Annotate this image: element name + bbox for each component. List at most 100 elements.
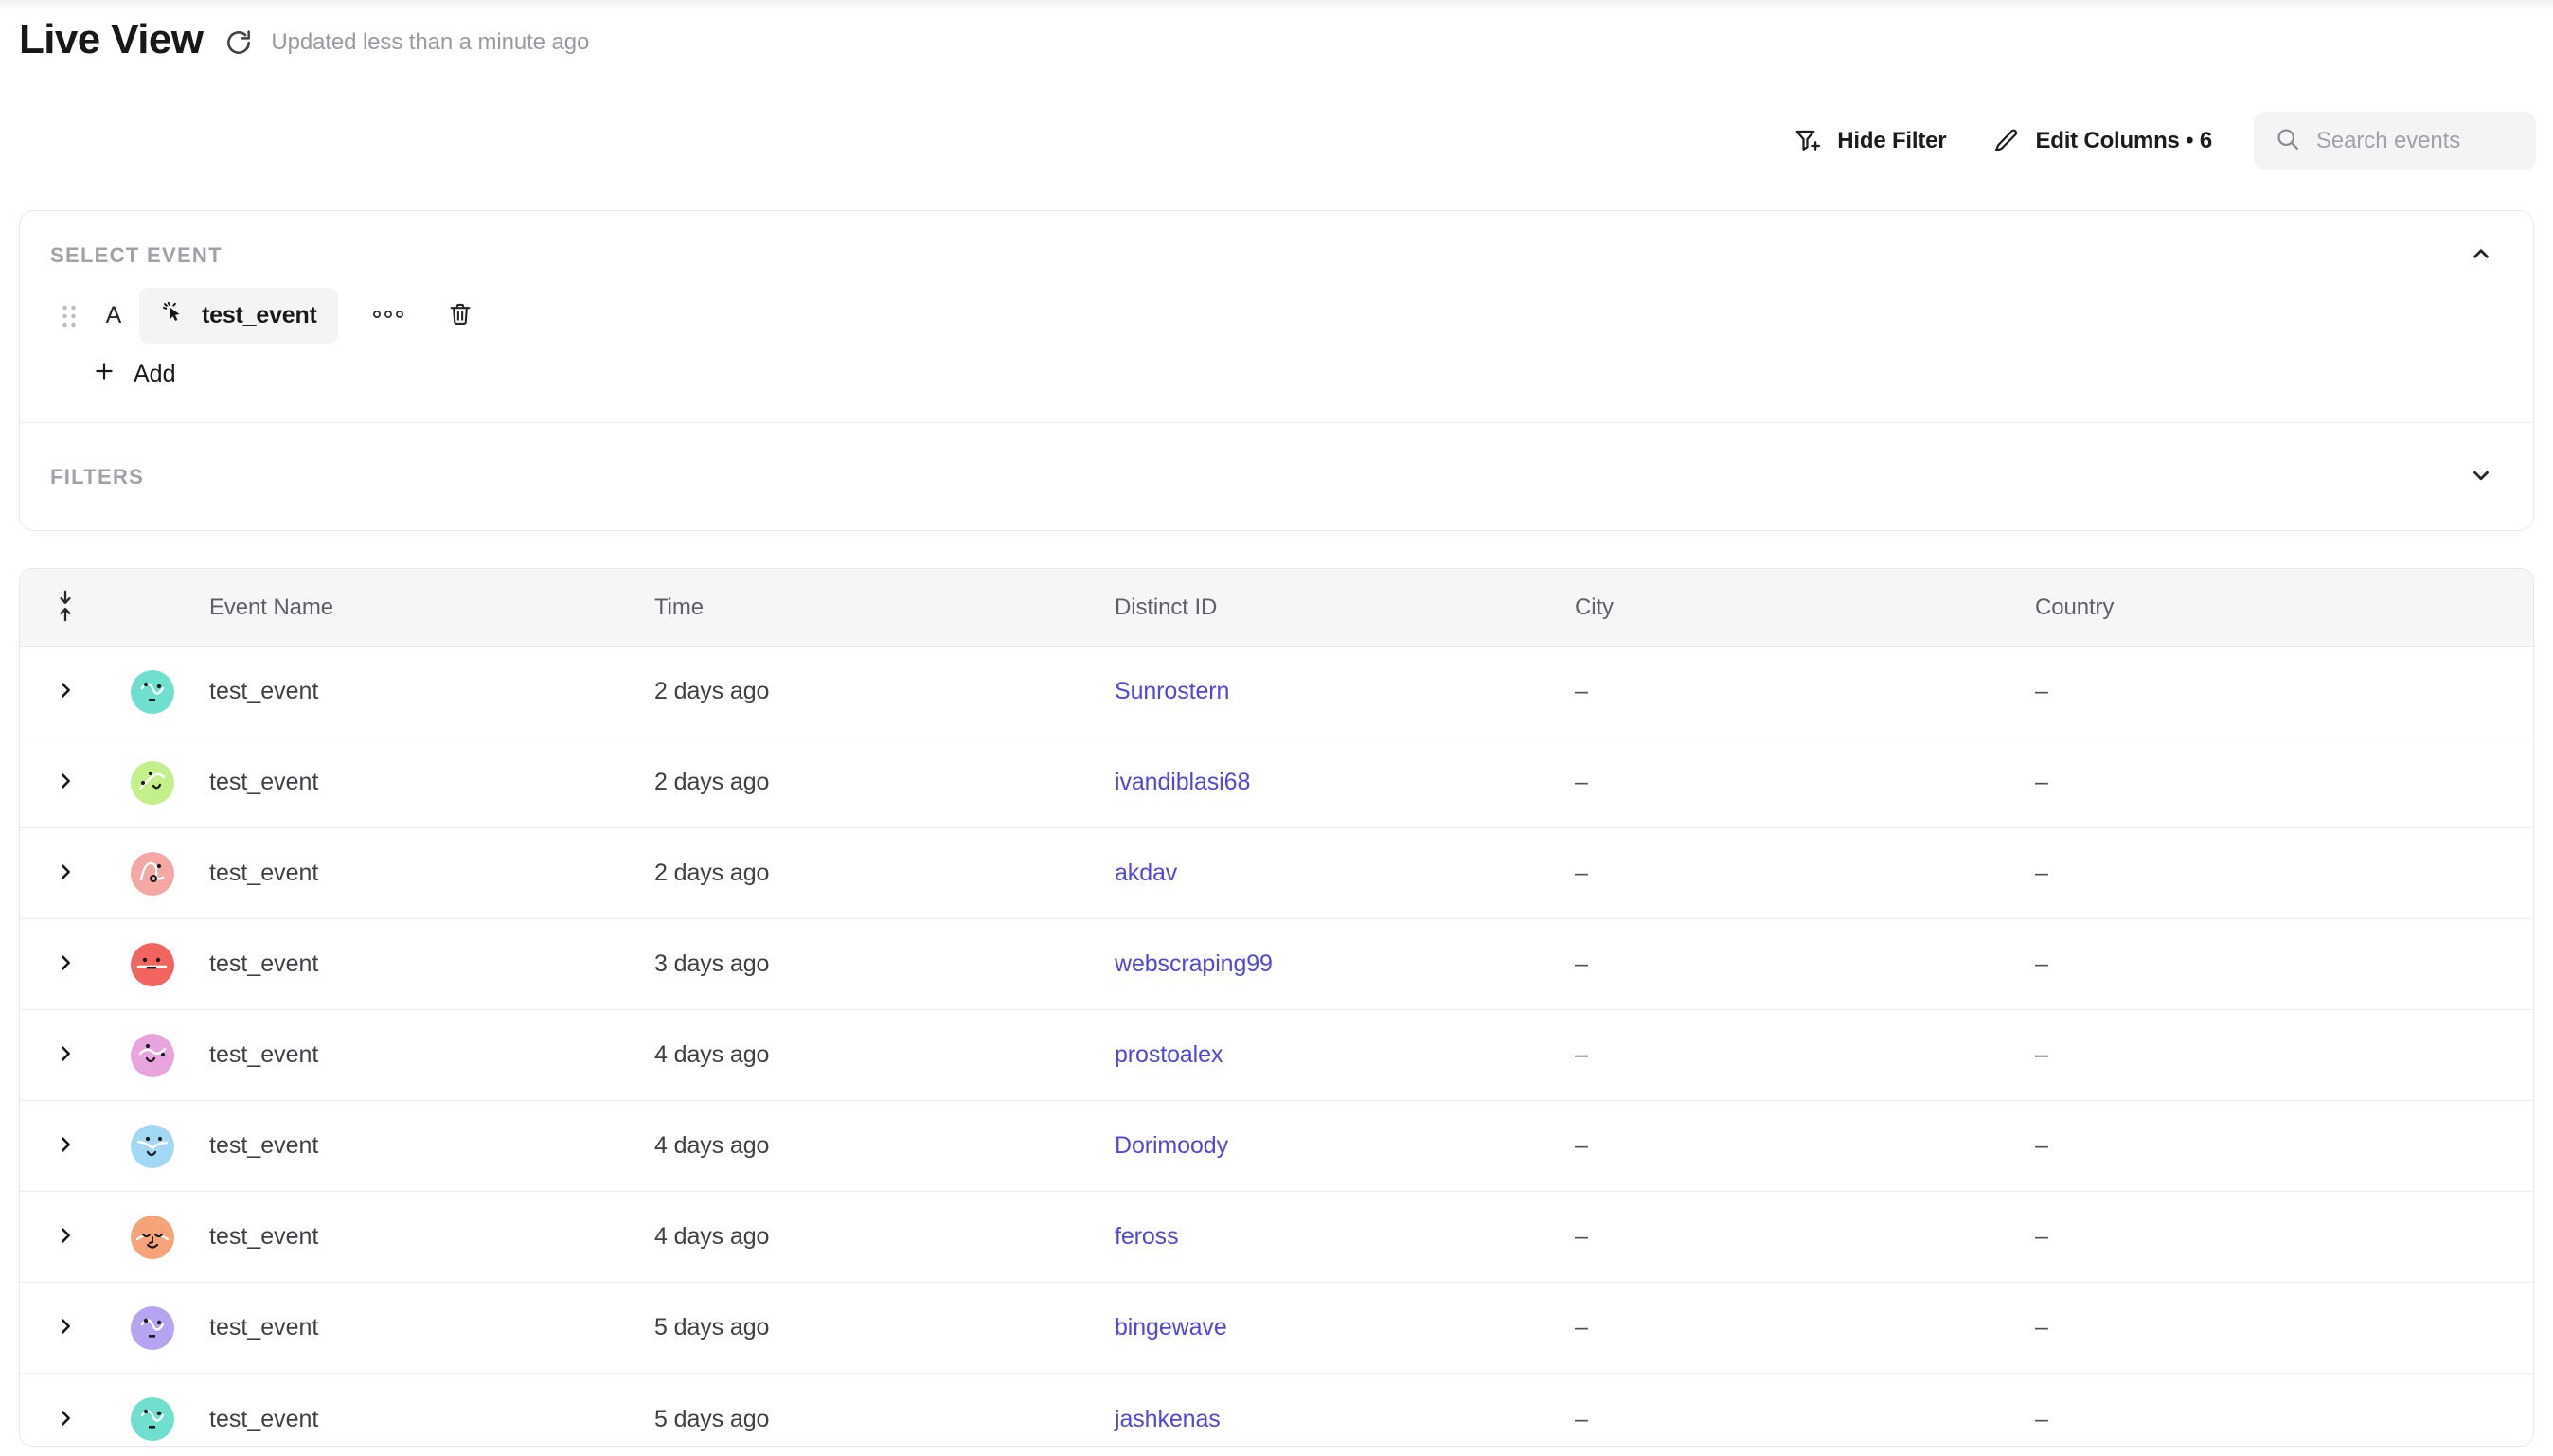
table-row[interactable]: test_event 4 days ago Dorimoody – – [20, 1101, 2533, 1192]
cell-time: 2 days ago [654, 678, 770, 704]
cell-time: 2 days ago [654, 860, 770, 886]
cell-event-name: test_event [209, 1405, 319, 1432]
cell-event-name: test_event [209, 1314, 319, 1341]
chevron-up-icon [2469, 241, 2493, 269]
avatar-bingewave [111, 1305, 194, 1350]
column-header-city[interactable]: City [1575, 594, 1614, 620]
chevron-down-icon [2469, 463, 2493, 490]
add-event-row: Add [20, 346, 2533, 422]
cell-city: – [1575, 1223, 1588, 1250]
event-more-options-button[interactable] [361, 300, 416, 331]
cell-time: 2 days ago [654, 769, 770, 795]
table-row[interactable]: test_event 5 days ago bingewave – – [20, 1283, 2533, 1374]
delete-event-button[interactable] [435, 293, 486, 339]
row-expand-button[interactable] [49, 1038, 81, 1073]
row-expand-button[interactable] [49, 1219, 81, 1254]
sort-toggle-button[interactable] [49, 586, 81, 629]
hide-filter-label: Hide Filter [1837, 128, 1947, 153]
chevron-right-icon [55, 1043, 76, 1067]
ellipsis-icon [372, 308, 404, 324]
search-icon [2275, 126, 2301, 157]
event-selector-chip[interactable]: test_event [139, 288, 338, 344]
cell-event-name: test_event [209, 769, 319, 795]
cell-time: 4 days ago [654, 1223, 770, 1250]
avatar-feross [111, 1215, 194, 1259]
cell-distinct-id: akdav [1115, 860, 1575, 887]
row-expand-button[interactable] [49, 674, 81, 709]
cell-country: – [2035, 1223, 2048, 1250]
row-expand-button[interactable] [49, 1128, 81, 1163]
distinct-id-link[interactable]: prostoalex [1115, 1041, 1223, 1068]
column-header-distinct-id[interactable]: Distinct ID [1115, 594, 1218, 620]
distinct-id-link[interactable]: webscraping99 [1115, 950, 1273, 977]
add-event-label: Add [134, 361, 176, 387]
row-expand-cell [20, 856, 111, 891]
cell-distinct-id: bingewave [1115, 1314, 1575, 1341]
edit-columns-label: Edit Columns • 6 [2035, 128, 2212, 153]
column-header-country[interactable]: Country [2035, 594, 2115, 620]
table-row[interactable]: test_event 3 days ago webscraping99 – – [20, 919, 2533, 1010]
cell-distinct-id: jashkenas [1115, 1406, 1575, 1433]
filters-header[interactable]: FILTERS [20, 423, 2533, 530]
cell-city: – [1575, 678, 1588, 704]
cell-country: – [2035, 860, 2048, 886]
cursor-click-icon [160, 299, 187, 332]
row-expand-cell [20, 1310, 111, 1345]
avatar-jashkenas [111, 1397, 194, 1441]
expand-filters-button[interactable] [2459, 457, 2503, 496]
cell-distinct-id: feross [1115, 1223, 1575, 1251]
cell-country: – [2035, 678, 2048, 704]
table-row[interactable]: test_event 2 days ago akdav – – [20, 828, 2533, 919]
chevron-right-icon [55, 1316, 76, 1340]
column-header-event-name[interactable]: Event Name [209, 594, 334, 620]
table-body: test_event 2 days ago Sunrostern – – test_eve… [20, 647, 2533, 1446]
distinct-id-link[interactable]: bingewave [1115, 1314, 1227, 1341]
avatar-dorimoody [111, 1124, 194, 1168]
distinct-id-link[interactable]: ivandiblasi68 [1115, 769, 1251, 795]
sort-column-header [20, 586, 111, 629]
refresh-icon[interactable] [223, 27, 254, 58]
table-row[interactable]: test_event 4 days ago feross – – [20, 1192, 2533, 1283]
search-events-box[interactable] [2254, 112, 2536, 170]
cell-distinct-id: webscraping99 [1115, 950, 1575, 978]
add-event-button[interactable]: Add [88, 353, 179, 396]
cell-event-name: test_event [209, 1132, 319, 1159]
row-expand-button[interactable] [49, 1310, 81, 1345]
cell-country: – [2035, 1132, 2048, 1159]
collapse-select-event-button[interactable] [2459, 236, 2503, 275]
table-toolbar: Hide Filter Edit Columns • 6 [1771, 112, 2536, 170]
row-expand-button[interactable] [49, 947, 81, 982]
distinct-id-link[interactable]: jashkenas [1115, 1405, 1221, 1432]
page-header: Live View Updated less than a minute ago [19, 16, 589, 62]
row-expand-cell [20, 947, 111, 982]
chevron-right-icon [55, 1134, 76, 1158]
distinct-id-link[interactable]: feross [1115, 1223, 1179, 1250]
chevron-right-icon [55, 680, 76, 703]
row-expand-button[interactable] [49, 765, 81, 800]
table-row[interactable]: test_event 5 days ago jashkenas – – [20, 1374, 2533, 1446]
cell-country: – [2035, 950, 2048, 977]
drag-handle-icon[interactable] [50, 302, 88, 330]
distinct-id-link[interactable]: Sunrostern [1115, 678, 1230, 704]
series-letter: A [105, 302, 122, 328]
table-row[interactable]: test_event 2 days ago Sunrostern – – [20, 647, 2533, 737]
events-table: Event Name Time Distinct ID City Country… [19, 568, 2534, 1447]
avatar-webscraping99 [111, 942, 194, 986]
cell-city: – [1575, 860, 1588, 886]
hide-filter-button[interactable]: Hide Filter [1771, 117, 1969, 165]
edit-columns-button[interactable]: Edit Columns • 6 [1969, 117, 2235, 165]
cell-distinct-id: ivandiblasi68 [1115, 769, 1575, 796]
distinct-id-link[interactable]: Dorimoody [1115, 1132, 1228, 1159]
row-expand-cell [20, 1128, 111, 1163]
cell-city: – [1575, 1314, 1588, 1341]
table-header-row: Event Name Time Distinct ID City Country [20, 569, 2533, 647]
row-expand-button[interactable] [49, 1402, 81, 1437]
table-row[interactable]: test_event 4 days ago prostoalex – – [20, 1010, 2533, 1101]
distinct-id-link[interactable]: akdav [1115, 860, 1178, 886]
search-input[interactable] [2316, 128, 2515, 154]
column-header-time[interactable]: Time [654, 594, 705, 620]
select-event-label: SELECT EVENT [50, 242, 223, 267]
chevron-right-icon [55, 952, 76, 976]
row-expand-button[interactable] [49, 856, 81, 891]
table-row[interactable]: test_event 2 days ago ivandiblasi68 – – [20, 737, 2533, 828]
